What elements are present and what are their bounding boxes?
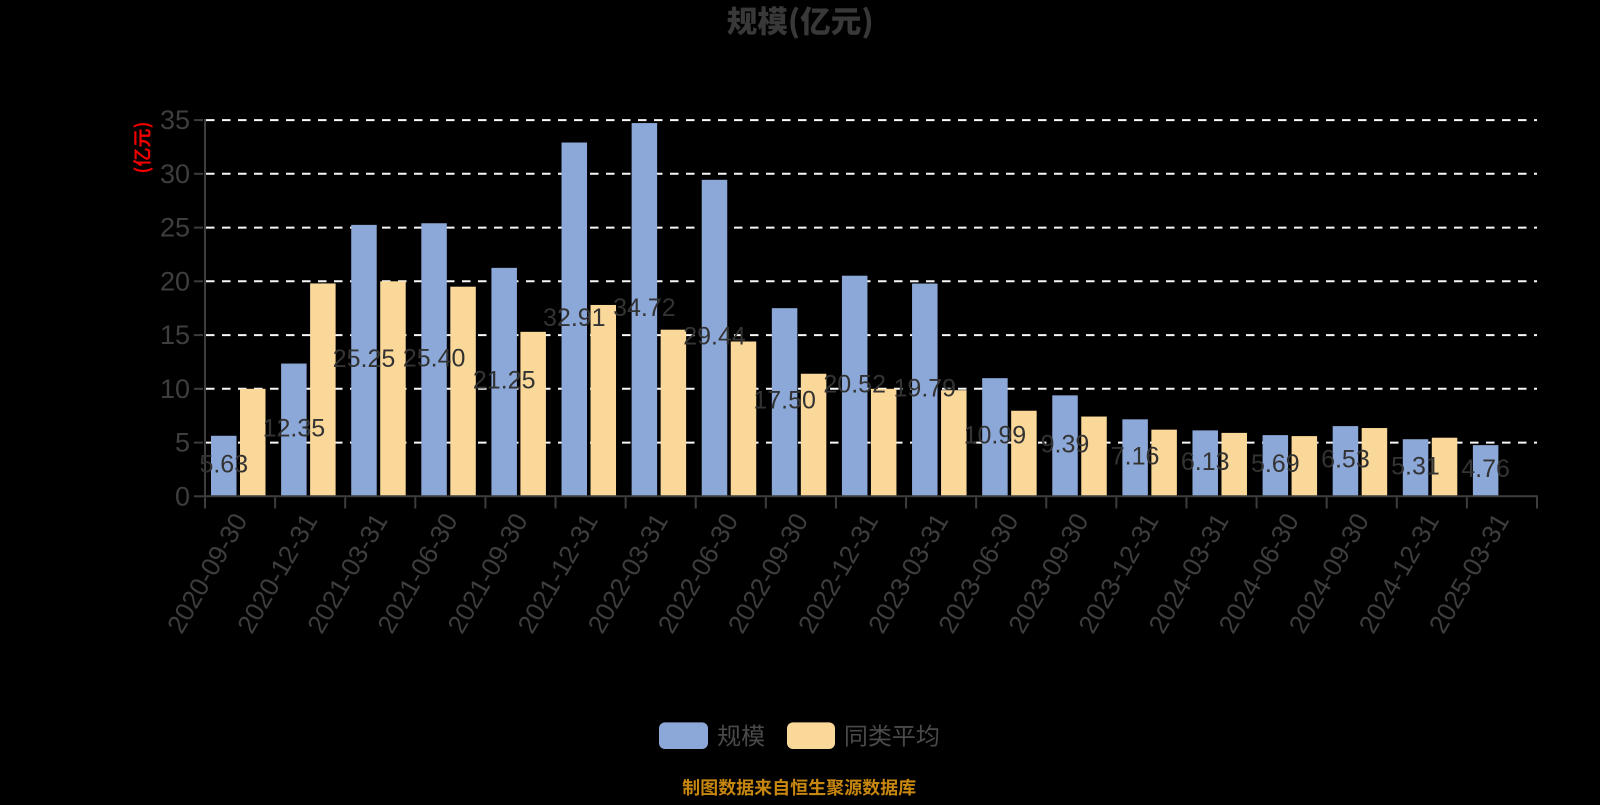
svg-text:5: 5 <box>175 428 190 458</box>
svg-text:25: 25 <box>160 213 190 243</box>
svg-text:0: 0 <box>175 481 190 511</box>
svg-text:19.79: 19.79 <box>894 374 957 402</box>
svg-text:6.13: 6.13 <box>1181 448 1230 476</box>
svg-text:10: 10 <box>160 374 190 404</box>
svg-text:5.31: 5.31 <box>1391 452 1440 480</box>
svg-text:4.76: 4.76 <box>1461 455 1510 483</box>
svg-text:29.44: 29.44 <box>683 323 746 351</box>
svg-text:32.91: 32.91 <box>543 304 606 332</box>
svg-text:34.72: 34.72 <box>613 294 676 322</box>
svg-text:25.40: 25.40 <box>403 344 466 372</box>
svg-text:7.16: 7.16 <box>1111 442 1160 470</box>
svg-text:5.69: 5.69 <box>1251 450 1300 478</box>
svg-text:15: 15 <box>160 320 190 350</box>
svg-text:35: 35 <box>160 105 190 135</box>
svg-text:25.25: 25.25 <box>333 345 396 373</box>
svg-text:6.53: 6.53 <box>1321 446 1370 474</box>
svg-text:30: 30 <box>160 159 190 189</box>
svg-text:20.52: 20.52 <box>823 371 886 399</box>
svg-text:9.39: 9.39 <box>1041 430 1090 458</box>
svg-text:12.35: 12.35 <box>263 414 326 442</box>
svg-text:5.63: 5.63 <box>199 451 248 479</box>
svg-text:17.50: 17.50 <box>753 387 816 415</box>
svg-text:20: 20 <box>160 266 190 296</box>
svg-text:10.99: 10.99 <box>964 422 1027 450</box>
svg-text:21.25: 21.25 <box>473 367 536 395</box>
